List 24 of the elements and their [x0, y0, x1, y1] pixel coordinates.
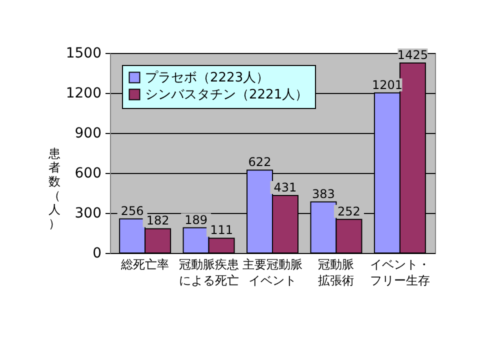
data-label: 252	[338, 204, 360, 218]
legend-label: シンバスタチン（2221人）	[145, 88, 308, 102]
data-label: 622	[248, 155, 272, 170]
x-tick-label: イベント・フリー生存	[370, 258, 430, 288]
y-tick-label: 1200	[66, 86, 102, 102]
y-axis-title: 患者数（人）	[48, 146, 60, 230]
data-label: 182	[146, 214, 170, 228]
x-tick-label: 主要冠動脈イベント	[242, 258, 302, 288]
data-label: 1201	[372, 78, 402, 92]
data-label: 431	[274, 180, 297, 195]
y-tick-label: 0	[92, 246, 102, 262]
data-label: 256	[120, 204, 144, 218]
x-tick-label: 総死亡率	[120, 258, 170, 272]
data-label: 189	[184, 212, 208, 227]
x-tick-label: 冠動脈拡張術	[318, 258, 354, 288]
data-label: 1425	[397, 48, 428, 62]
data-label: 383	[312, 186, 335, 201]
y-tick-label: 600	[74, 166, 102, 182]
y-tick-label: 300	[74, 206, 102, 222]
y-tick-label: 900	[74, 126, 102, 142]
y-tick-label: 1500	[66, 46, 102, 62]
data-label: 111	[210, 223, 233, 238]
x-tick-label: 冠動脈疾患による死亡	[178, 258, 239, 288]
legend-label: プラセボ（2223人）	[145, 70, 270, 86]
